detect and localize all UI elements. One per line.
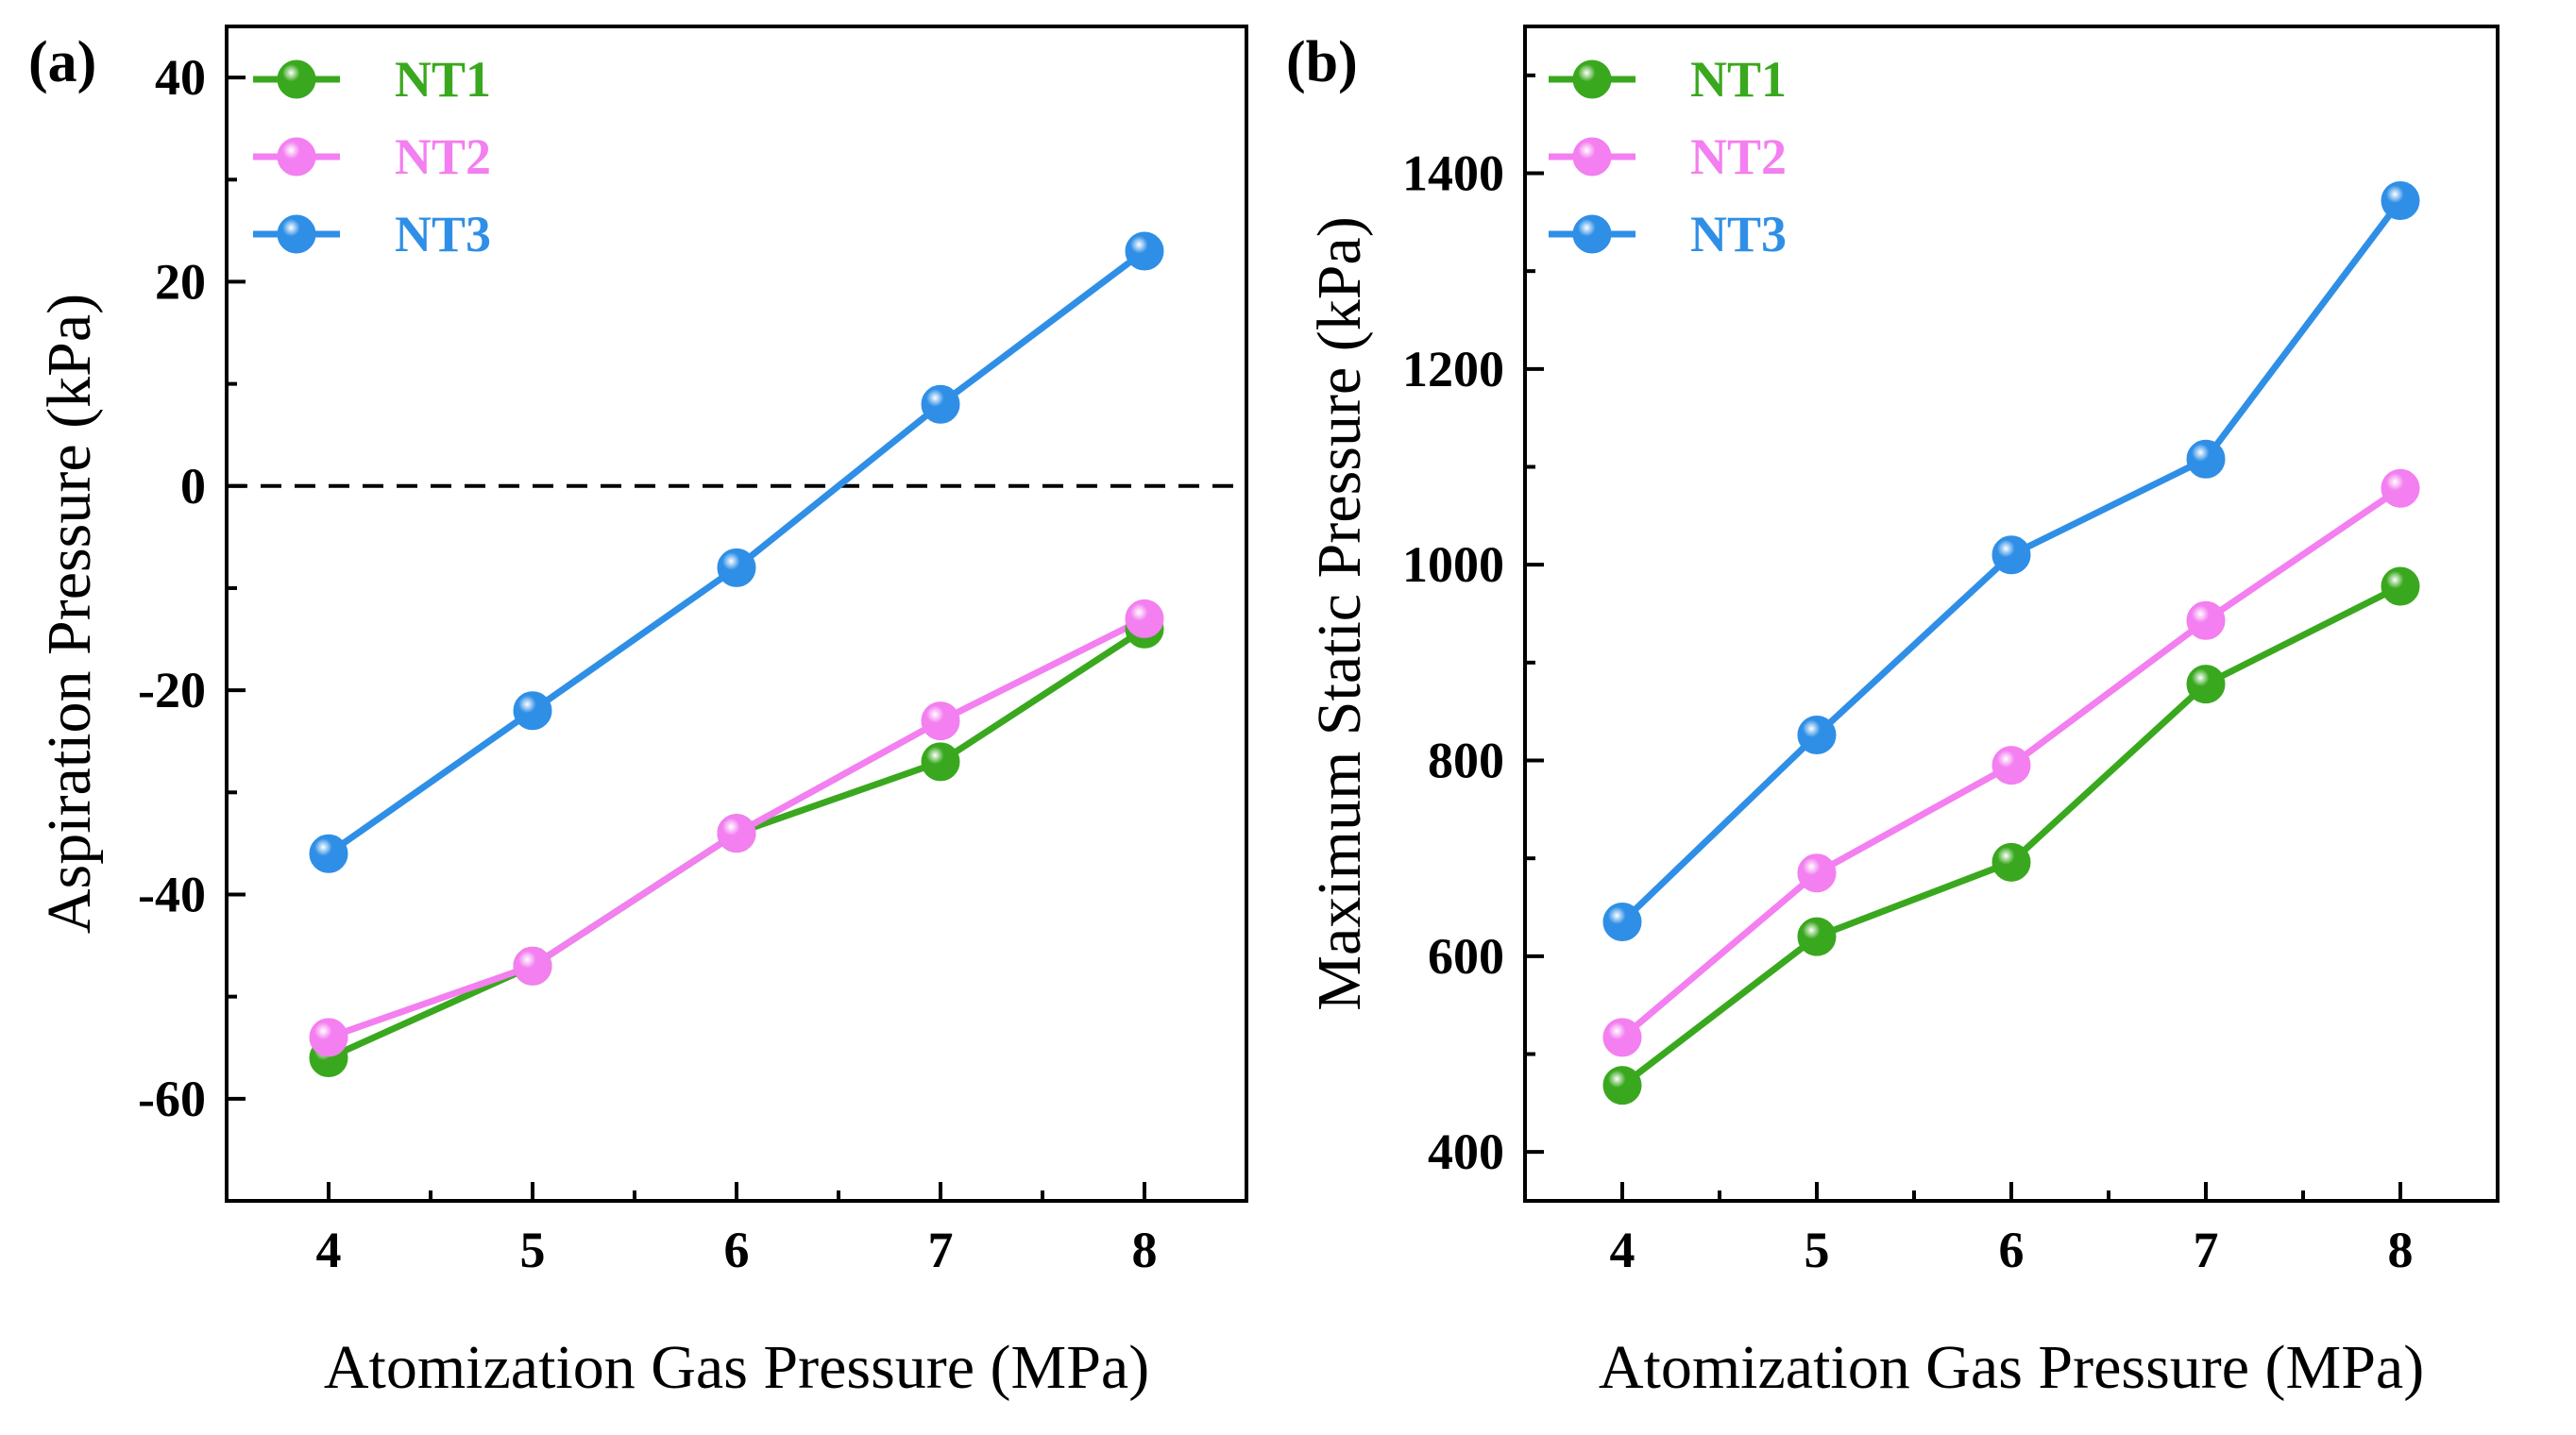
data-point-nt1: [1602, 1066, 1642, 1106]
x-tick-label: 5: [1805, 1222, 1830, 1278]
legend-label-nt1: NT1: [1690, 51, 1787, 108]
x-tick-label: 5: [520, 1222, 546, 1278]
y-tick-label: 400: [1428, 1123, 1504, 1180]
panel-a: (a) 4 5 6 7 8 -60 -40 -20 0 20 40 NT1 NT2 NT3 Atomiz…: [28, 25, 1248, 1402]
data-point-nt2: [513, 946, 552, 986]
panel-b-x-axis-title: Atomization Gas Pressure (MPa): [1599, 1333, 2424, 1402]
y-tick-label: 1400: [1402, 145, 1504, 202]
data-point-nt1: [2186, 665, 2226, 704]
data-point-nt1: [2381, 566, 2420, 606]
panel-a-letter: (a): [28, 30, 96, 94]
series-line-nt1: [1619, 582, 2402, 1089]
data-point-nt2: [1125, 599, 1164, 638]
data-point-nt2: [717, 814, 756, 853]
x-tick-label: 7: [928, 1222, 954, 1278]
y-tick-label: 1000: [1402, 536, 1504, 593]
data-point-nt2: [1602, 1018, 1642, 1057]
legend-label-nt1: NT1: [395, 51, 491, 108]
legend-label-nt3: NT3: [395, 206, 491, 262]
panel-b-y-axis-title: Maximum Static Pressure (kPa): [1305, 216, 1374, 1010]
y-tick-label: 1200: [1402, 341, 1504, 397]
x-tick-label: 4: [316, 1222, 342, 1278]
legend-marker-nt1: [1572, 59, 1612, 99]
data-point-nt1: [1991, 842, 2031, 882]
legend-marker-nt2: [1572, 137, 1612, 177]
panel-b: (b) 4 5 6 7 8 400 600 800 1000 1200 1400 NT1 NT2 NT3…: [1286, 25, 2500, 1402]
x-tick-label: 7: [2194, 1222, 2219, 1278]
data-point-nt2: [1991, 746, 2031, 785]
legend-marker-nt3: [1572, 214, 1612, 254]
data-point-nt2: [309, 1018, 348, 1057]
y-tick-label: -40: [138, 866, 206, 922]
legend-marker-nt3: [277, 214, 316, 254]
data-point-nt3: [513, 691, 552, 731]
y-tick-label: -60: [138, 1071, 206, 1127]
y-tick-label: 800: [1428, 733, 1504, 789]
x-tick-label: 4: [1610, 1222, 1635, 1278]
panel-b-letter: (b): [1286, 30, 1358, 94]
legend-marker-nt1: [277, 59, 316, 99]
data-point-nt3: [309, 834, 348, 873]
data-point-nt3: [1797, 716, 1837, 755]
panel-a-x-axis-title: Atomization Gas Pressure (MPa): [324, 1333, 1149, 1402]
legend-label-nt3: NT3: [1690, 206, 1787, 262]
data-point-nt2: [2186, 600, 2226, 640]
x-tick-label: 8: [2388, 1222, 2414, 1278]
data-point-nt2: [2381, 468, 2420, 508]
data-point-nt2: [1797, 853, 1837, 893]
y-tick-label: 20: [155, 253, 206, 310]
data-point-nt3: [1602, 903, 1642, 942]
data-point-nt3: [717, 548, 756, 587]
data-point-nt2: [921, 701, 960, 741]
legend-label-nt2: NT2: [395, 128, 491, 185]
panel-a-plot-frame: [225, 25, 1248, 1203]
y-tick-label: 0: [180, 458, 206, 515]
data-point-nt3: [2381, 181, 2420, 221]
x-tick-label: 6: [724, 1222, 750, 1278]
legend-marker-nt2: [277, 137, 316, 177]
legend-label-nt2: NT2: [1690, 128, 1787, 185]
data-point-nt3: [1125, 231, 1164, 271]
x-tick-label: 8: [1132, 1222, 1158, 1278]
y-tick-label: -20: [138, 662, 206, 718]
panel-a-y-axis-title: Aspiration Pressure (kPa): [35, 294, 104, 934]
y-tick-label: 600: [1428, 928, 1504, 985]
x-tick-label: 6: [1999, 1222, 2025, 1278]
data-point-nt1: [1797, 917, 1837, 956]
data-point-nt1: [921, 742, 960, 782]
data-point-nt3: [1991, 535, 2031, 575]
y-tick-label: 40: [155, 49, 206, 106]
data-point-nt3: [921, 384, 960, 424]
data-point-nt3: [2186, 439, 2226, 479]
